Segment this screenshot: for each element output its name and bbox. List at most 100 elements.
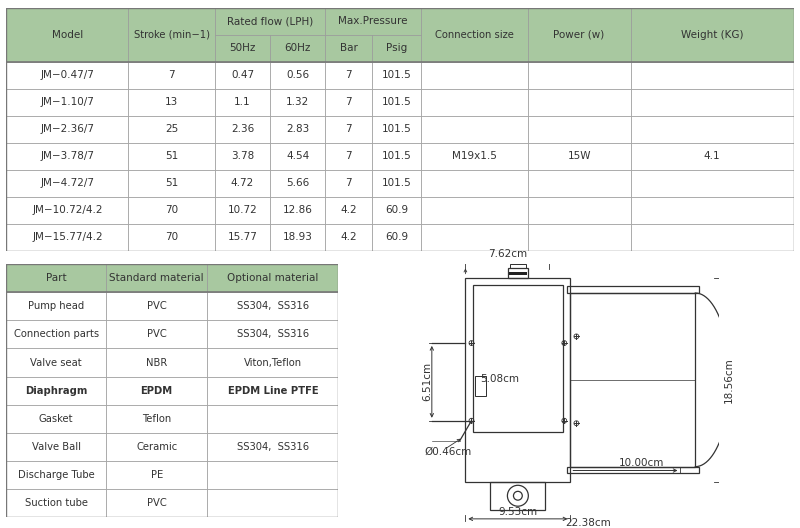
Bar xyxy=(630,89,794,116)
Text: 4.72: 4.72 xyxy=(231,178,254,188)
Bar xyxy=(215,89,270,116)
Bar xyxy=(106,489,207,517)
Bar xyxy=(215,35,270,62)
Bar xyxy=(215,116,270,143)
Bar xyxy=(215,143,270,170)
Bar xyxy=(490,482,546,510)
Bar xyxy=(207,320,338,348)
Text: 51: 51 xyxy=(165,152,178,162)
Text: Part: Part xyxy=(46,273,66,283)
Text: JM−2.36/7: JM−2.36/7 xyxy=(41,125,94,134)
Text: 7: 7 xyxy=(168,70,175,80)
Bar xyxy=(630,170,794,197)
Text: 51: 51 xyxy=(165,178,178,188)
Bar xyxy=(6,143,129,170)
Text: 70: 70 xyxy=(165,232,178,242)
Text: 101.5: 101.5 xyxy=(382,70,411,80)
Bar xyxy=(527,170,630,197)
Text: 25: 25 xyxy=(165,125,178,134)
Text: 7: 7 xyxy=(345,97,352,107)
Bar xyxy=(475,376,486,396)
Bar xyxy=(270,143,326,170)
Text: 15W: 15W xyxy=(567,152,591,162)
Bar xyxy=(6,376,106,405)
Text: 1.32: 1.32 xyxy=(286,97,310,107)
Bar xyxy=(326,143,372,170)
Bar xyxy=(270,116,326,143)
Text: Weight (KG): Weight (KG) xyxy=(681,30,743,40)
Bar xyxy=(527,62,630,89)
Text: 3.78: 3.78 xyxy=(231,152,254,162)
Text: 4.2: 4.2 xyxy=(340,232,357,242)
Bar xyxy=(270,35,326,62)
Bar xyxy=(215,197,270,224)
Bar xyxy=(270,197,326,224)
Bar xyxy=(6,8,129,62)
Bar xyxy=(207,461,338,489)
Bar xyxy=(326,116,372,143)
Bar xyxy=(422,170,527,197)
Bar xyxy=(106,292,207,320)
Bar xyxy=(326,224,372,251)
Bar xyxy=(326,89,372,116)
Bar xyxy=(422,8,527,62)
Bar xyxy=(326,35,372,62)
Text: 101.5: 101.5 xyxy=(382,152,411,162)
Text: Teflon: Teflon xyxy=(142,414,171,424)
Text: 0.47: 0.47 xyxy=(231,70,254,80)
Bar xyxy=(422,143,527,170)
Bar xyxy=(129,197,215,224)
Text: 0.56: 0.56 xyxy=(286,70,310,80)
Text: 4.54: 4.54 xyxy=(286,152,310,162)
Text: M19x1.5: M19x1.5 xyxy=(452,152,497,162)
Text: 1.1: 1.1 xyxy=(234,97,251,107)
Text: PVC: PVC xyxy=(146,301,166,311)
Text: Stroke (min−1): Stroke (min−1) xyxy=(134,30,210,40)
Bar xyxy=(106,348,207,376)
Text: 2.83: 2.83 xyxy=(286,125,310,134)
Bar xyxy=(510,264,526,268)
Text: NBR: NBR xyxy=(146,357,167,367)
Bar xyxy=(527,89,630,116)
Bar xyxy=(207,405,338,433)
Bar xyxy=(422,224,527,251)
Bar xyxy=(6,62,129,89)
Bar xyxy=(106,320,207,348)
Bar xyxy=(326,197,372,224)
Bar xyxy=(6,89,129,116)
Text: 15.77: 15.77 xyxy=(228,232,258,242)
Bar xyxy=(466,278,570,482)
Bar xyxy=(422,62,527,89)
Text: 7: 7 xyxy=(345,152,352,162)
Bar xyxy=(207,292,338,320)
Text: Gasket: Gasket xyxy=(39,414,74,424)
Bar xyxy=(6,224,129,251)
Bar xyxy=(6,433,106,461)
Text: 22.38cm: 22.38cm xyxy=(566,517,611,527)
Text: Max.Pressure: Max.Pressure xyxy=(338,16,408,26)
Text: PE: PE xyxy=(150,470,162,480)
Bar xyxy=(527,143,630,170)
Text: 10.72: 10.72 xyxy=(228,205,258,215)
Bar xyxy=(6,461,106,489)
Bar xyxy=(129,224,215,251)
Bar xyxy=(527,8,630,62)
Text: 18.93: 18.93 xyxy=(282,232,313,242)
Text: 10.00cm: 10.00cm xyxy=(619,458,665,468)
Text: SS304,  SS316: SS304, SS316 xyxy=(237,442,309,452)
Text: Diaphragm: Diaphragm xyxy=(25,386,87,395)
Text: JM−15.77/4.2: JM−15.77/4.2 xyxy=(32,232,102,242)
Text: Valve seat: Valve seat xyxy=(30,357,82,367)
Text: Suction tube: Suction tube xyxy=(25,498,88,508)
Text: Optional material: Optional material xyxy=(227,273,318,283)
Text: Connection parts: Connection parts xyxy=(14,329,98,340)
Bar xyxy=(6,170,129,197)
Bar xyxy=(207,376,338,405)
Text: Ceramic: Ceramic xyxy=(136,442,178,452)
Text: 4.2: 4.2 xyxy=(340,205,357,215)
Bar xyxy=(326,62,372,89)
Text: Discharge Tube: Discharge Tube xyxy=(18,470,94,480)
Bar xyxy=(129,89,215,116)
Bar xyxy=(527,197,630,224)
Bar xyxy=(6,116,129,143)
